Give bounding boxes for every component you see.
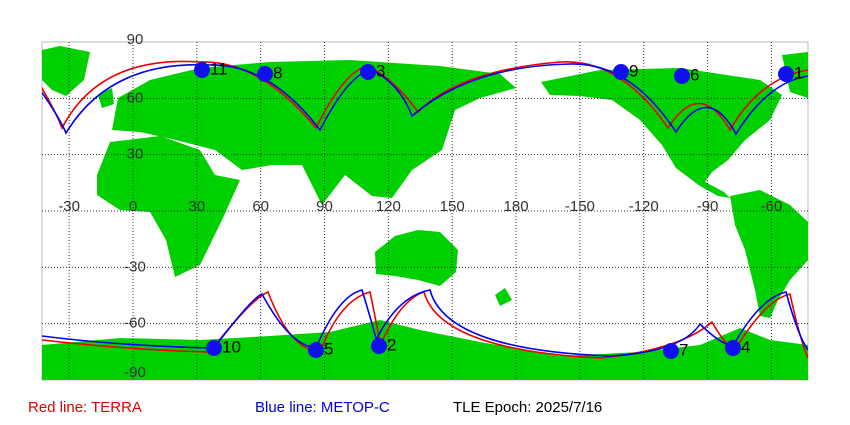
legend-terra: Red line: TERRA <box>28 399 142 416</box>
longitude-label: -60 <box>761 198 783 215</box>
longitude-label: 60 <box>252 198 269 215</box>
satellite-point <box>778 66 794 82</box>
latitude-label: -60 <box>124 315 146 332</box>
satellite-point-label: 1 <box>794 63 803 82</box>
longitude-label: 120 <box>376 198 401 215</box>
satellite-point-label: 10 <box>222 337 241 356</box>
satellite-point <box>613 64 629 80</box>
longitude-label: 150 <box>440 198 465 215</box>
satellite-point-label: 4 <box>741 337 750 356</box>
tle-epoch: TLE Epoch: 2025/7/16 <box>453 399 602 416</box>
graticule: 90 60 30 -30 -60 -90 -30 0 30 60 90 120 150 180 -150 -1… <box>42 31 808 381</box>
satellite-point <box>725 340 741 356</box>
satellite-point-label: 8 <box>273 63 282 82</box>
longitude-label: -30 <box>58 198 80 215</box>
satellite-point <box>360 64 376 80</box>
satellite-point-label: 7 <box>679 340 688 359</box>
satellite-positions: 1 2 3 4 5 6 7 8 9 10 11 <box>194 59 803 359</box>
longitude-label: -90 <box>697 198 719 215</box>
latitude-label: -30 <box>124 258 146 275</box>
satellite-point <box>371 338 387 354</box>
longitude-label: 180 <box>504 198 529 215</box>
satellite-point-label: 6 <box>690 65 699 84</box>
longitude-label: 0 <box>129 198 137 215</box>
satellite-point <box>308 342 324 358</box>
latitude-label: 90 <box>127 31 144 48</box>
longitude-label: -150 <box>565 198 595 215</box>
longitude-label: 90 <box>316 198 333 215</box>
satellite-point <box>194 62 210 78</box>
latitude-label: 60 <box>127 89 144 106</box>
satellite-point-label: 2 <box>387 335 396 354</box>
land <box>42 46 808 380</box>
satellite-point <box>663 343 679 359</box>
satellite-point-label: 9 <box>629 61 638 80</box>
satellite-point-label: 11 <box>210 59 228 78</box>
legend-metop: Blue line: METOP-C <box>255 399 390 416</box>
satellite-point <box>206 340 222 356</box>
longitude-label: -120 <box>629 198 659 215</box>
satellite-point-label: 3 <box>376 61 385 80</box>
satellite-point <box>257 66 273 82</box>
satellite-point-label: 5 <box>324 339 333 358</box>
longitude-label: 30 <box>188 198 205 215</box>
latitude-label: -90 <box>124 364 146 381</box>
latitude-label: 30 <box>127 146 144 163</box>
satellite-point <box>674 68 690 84</box>
